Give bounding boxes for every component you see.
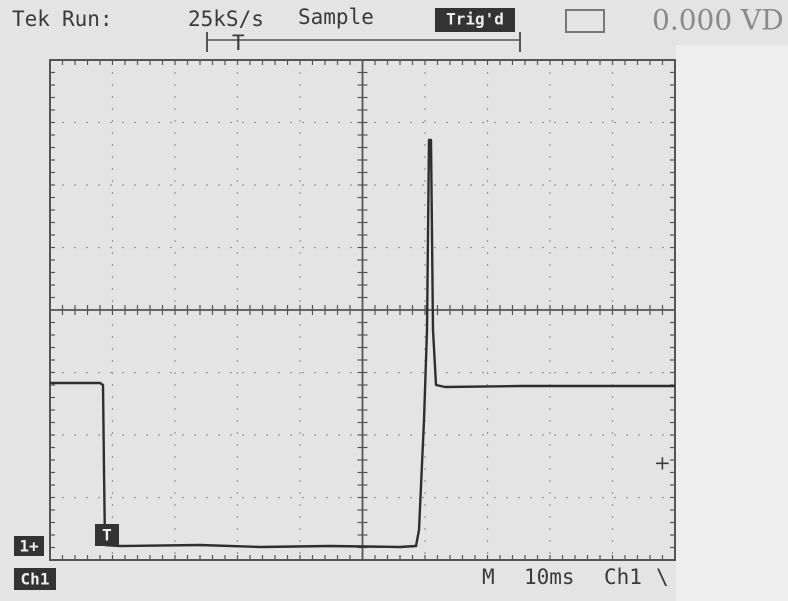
side-panel [676, 45, 788, 601]
acquisition-mode: Sample [298, 5, 374, 29]
brand: Tek [12, 7, 50, 31]
sample-rate: 25kS/s [188, 7, 264, 31]
screen-background [0, 0, 788, 601]
ground-marker: 1+ [19, 537, 39, 556]
timebase-label: M [482, 565, 495, 589]
channel-label: Ch1 [21, 570, 50, 589]
timebase: 10ms [524, 565, 575, 589]
trigger-level-marker: T [102, 526, 112, 545]
trigger-position-marker: T [232, 31, 245, 55]
cursor-plus: + [654, 451, 671, 475]
readout: 0.000 VD [652, 4, 784, 37]
run-status: Run: [62, 7, 113, 31]
oscilloscope-screen: Tek Run: 25kS/s Sample Trig'd 0.000 VD T… [0, 0, 788, 601]
trigger-source: Ch1 [604, 565, 642, 589]
trigger-state: Trig'd [446, 10, 504, 29]
trigger-slope: \ [656, 565, 669, 589]
